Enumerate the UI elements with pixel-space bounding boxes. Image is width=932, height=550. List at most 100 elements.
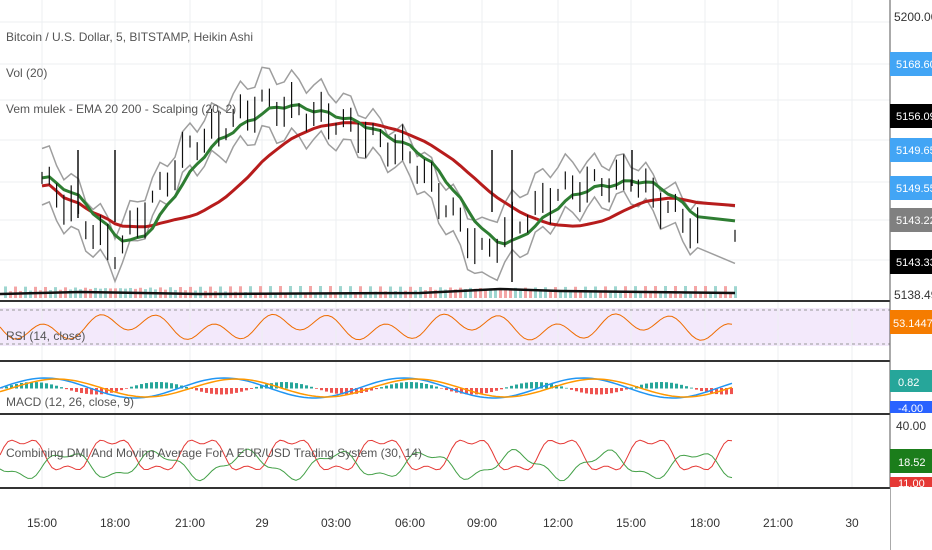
macd-histogram-bar [90,388,93,395]
macd-histogram-bar [210,388,213,394]
volume-bar [344,292,347,298]
volume-bar [619,291,622,298]
price-tag-label: 5168.60 [896,59,932,71]
volume-legend[interactable]: Vol (20) [6,66,47,80]
macd-value-tag [890,370,932,392]
macd-histogram-bar [685,386,688,389]
dmi-legend[interactable]: Combining DMI And Moving Average For A E… [6,446,422,460]
volume-bar [189,286,192,298]
main-legend[interactable]: Bitcoin / U.S. Dollar, 5, BITSTAMP, Heik… [6,30,253,44]
macd-histogram-bar [640,384,643,389]
volume-bar [504,288,507,298]
volume-bar [459,287,462,298]
macd-histogram-bar [595,388,598,395]
macd-histogram-bar [205,388,208,393]
volume-bar [269,286,272,298]
time-label: 21:00 [175,516,205,530]
volume-bar [209,286,212,298]
price-tag [890,250,932,274]
macd-histogram-bar [565,387,568,389]
macd-pane[interactable] [0,377,733,399]
macd-value: 0.82 [898,377,919,389]
volume-bar [639,292,642,298]
volume-bar [539,289,542,298]
volume-bar [679,293,682,298]
macd-histogram-bar [375,388,378,390]
time-axis-labels: 15:00 18:00 21:00 29 03:00 06:00 09:00 12:00 15:… [27,516,859,530]
volume-bar [274,293,277,298]
volume-bar [364,291,367,298]
volume-bar [14,286,17,298]
macd-histogram-bar [330,388,333,393]
volume-bar [249,286,252,298]
volume-bar [354,292,357,298]
volume-bar [229,286,232,298]
time-label: 30 [845,516,859,530]
volume-bar [304,293,307,298]
time-label: 09:00 [467,516,497,530]
macd-histogram-bar [335,388,338,394]
price-tag [890,104,932,128]
volume-bar [89,288,92,298]
macd-histogram-bar [625,388,628,390]
volume-bars [0,286,737,298]
macd-histogram-bar [60,387,63,389]
rsi-legend[interactable]: RSI (14, close) [6,329,85,343]
volume-bar [734,286,737,298]
macd-histogram-bar [550,383,553,389]
dmi-tick: 40.00 [896,419,926,433]
volume-bar [519,289,522,298]
rsi-pane[interactable] [0,313,733,341]
price-tick: 5200.00 [894,10,932,24]
macd-histogram-bar [445,388,448,391]
volume-bar [59,289,62,298]
macd-histogram-bar [585,388,588,394]
volume-bar [434,289,437,298]
macd-histogram-bar [155,382,158,389]
macd-histogram-bar [45,383,48,389]
macd-histogram-bar [460,388,463,394]
macd-histogram-bar [285,382,288,389]
volume-bar [309,286,312,298]
volume-bar [649,292,652,298]
macd-histogram-bar [340,388,343,395]
dmi-value: 18.52 [898,457,926,469]
macd-histogram-bar [400,382,403,389]
volume-bar [384,291,387,298]
macd-histogram-bar [490,388,493,393]
macd-histogram-bar [410,382,413,389]
macd-histogram-bar [55,385,58,389]
volume-bar [254,292,257,298]
macd-histogram-bar [630,387,633,389]
macd-histogram-bar [125,388,128,389]
macd-histogram-bar [715,388,718,395]
price-tag [890,138,932,162]
volume-bar [499,288,502,298]
time-axis[interactable] [0,489,890,550]
macd-histogram-bar [35,382,38,389]
macd-histogram-bar [320,388,323,391]
macd-histogram-bar [465,388,468,395]
macd-histogram-bar [405,382,408,389]
macd-histogram-bar [300,384,303,389]
volume-bar [494,288,497,298]
macd-legend[interactable]: MACD (12, 26, close, 9) [6,395,134,409]
volume-bar [719,292,722,298]
macd-histogram-bar [170,383,173,389]
price-tag-label: 5143.33 [896,257,932,269]
macd-histogram-bar [610,388,613,394]
macd-histogram-bar [655,382,658,389]
macd-histogram-bar [50,384,53,389]
macd-histogram-bar [500,388,503,390]
macd-histogram-bar [670,382,673,389]
macd-histogram-bar [310,386,313,389]
price-pane[interactable] [41,66,736,284]
ema-legend[interactable]: Vem mulek - EMA 20 200 - Scalping (20, 2… [6,102,236,116]
volume-bar [219,286,222,298]
dmi-pane[interactable] [0,439,733,482]
bollinger-upper [41,66,736,242]
macd-histogram-bar [645,383,648,389]
volume-bar [489,288,492,298]
macd-histogram-bar [105,388,108,394]
